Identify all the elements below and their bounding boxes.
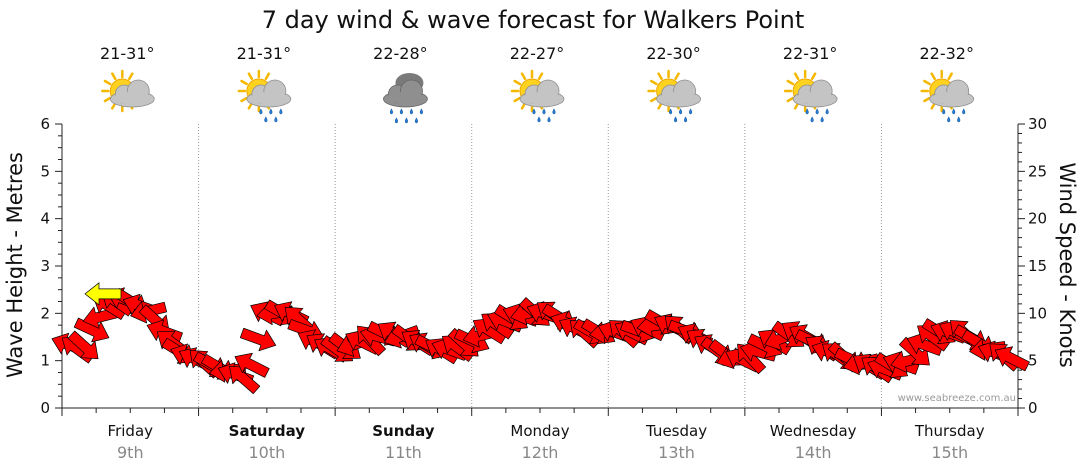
day-name: Monday (510, 422, 569, 440)
right-tick-label: 15 (1028, 257, 1047, 275)
raindrops-icon (805, 108, 829, 123)
left-tick-label: 2 (40, 304, 50, 322)
left-tick-label: 3 (40, 257, 50, 275)
raindrops-icon (389, 108, 423, 124)
cloud-icon (109, 79, 155, 108)
wind-arrow (899, 336, 930, 366)
left-tick-label: 5 (40, 162, 50, 180)
right-tick-label: 20 (1028, 210, 1047, 228)
right-tick-label: 10 (1028, 304, 1047, 322)
rain-icon (383, 73, 428, 124)
raindrops-icon (942, 108, 966, 123)
day-column: 21-31° Saturday 10th (229, 44, 306, 462)
right-axis-ticks: 0 5 10 15 20 25 30 (1028, 115, 1047, 417)
day-name: Friday (108, 422, 154, 440)
temperature-range: 22-32° (919, 44, 974, 63)
left-tick-label: 6 (40, 115, 50, 133)
temperature-range: 22-31° (783, 44, 838, 63)
right-tick-label: 25 (1028, 162, 1047, 180)
temperature-range: 21-31° (100, 44, 155, 63)
right-axis-title: Wind Speed - Knots (1055, 162, 1079, 367)
left-axis-title: Wave Height - Metres (3, 152, 27, 378)
raindrops-icon (259, 108, 283, 123)
left-tick-label: 0 (40, 399, 50, 417)
wind-arrow (994, 346, 1030, 372)
cloud-icon (792, 79, 838, 108)
left-tick-label: 1 (40, 352, 50, 370)
right-tick-label: 30 (1028, 115, 1047, 133)
partly-cloudy-showers-icon (510, 69, 565, 123)
right-tick-label: 0 (1028, 399, 1038, 417)
day-column: 22-27° Monday 12th (510, 44, 570, 462)
temperature-range: 21-31° (237, 44, 292, 63)
raindrops-icon (532, 108, 556, 123)
right-tick-label: 5 (1028, 352, 1038, 370)
partly-cloudy-showers-icon (647, 69, 701, 123)
chart-grid (55, 123, 1025, 416)
cloud-icon (383, 73, 428, 108)
day-date: 15th (931, 443, 968, 462)
partly-cloudy-showers-icon (783, 69, 838, 123)
day-name: Thursday (914, 422, 985, 440)
day-date: 11th (385, 443, 422, 462)
day-columns: 21-31° Friday 9th 21-31° Saturday 10th 22-28° S… (100, 44, 985, 462)
wind-arrows (51, 282, 1030, 395)
credit-text: www.seabreeze.com.au (898, 393, 1016, 404)
wind-arrow (229, 365, 261, 395)
day-date: 13th (658, 443, 695, 462)
partly-cloudy-icon (101, 69, 155, 113)
day-name: Sunday (372, 422, 435, 440)
day-column: 22-28° Sunday 11th (372, 44, 435, 462)
day-date: 10th (248, 443, 285, 462)
raindrops-icon (669, 108, 693, 123)
day-name: Tuesday (645, 422, 707, 440)
cloud-icon (929, 79, 975, 108)
temperature-range: 22-30° (646, 44, 701, 63)
current-wind-arrow (84, 282, 122, 306)
left-tick-label: 4 (40, 210, 50, 228)
day-date: 14th (795, 443, 832, 462)
temperature-range: 22-27° (510, 44, 565, 63)
day-date: 9th (117, 443, 144, 462)
day-column: 21-31° Friday 9th (100, 44, 155, 462)
wind-arrow (67, 330, 99, 360)
day-name: Saturday (229, 422, 306, 440)
cloud-icon (519, 79, 565, 108)
wind-arrow (234, 352, 270, 378)
temperature-range: 22-28° (373, 44, 428, 63)
day-name: Wednesday (770, 422, 857, 440)
day-column: 22-30° Tuesday 13th (645, 44, 707, 462)
left-axis-ticks: 0 1 2 3 4 5 6 (40, 115, 50, 417)
day-column: 22-31° Wednesday 14th (770, 44, 857, 462)
partly-cloudy-showers-icon (920, 69, 975, 123)
chart-title: 7 day wind & wave forecast for Walkers P… (262, 6, 805, 34)
day-date: 12th (522, 443, 559, 462)
cloud-icon (246, 79, 292, 108)
wind-arrow (239, 327, 277, 352)
day-column: 22-32° Thursday 15th (914, 44, 985, 462)
cloud-icon (656, 79, 701, 108)
partly-cloudy-showers-icon (237, 69, 292, 123)
